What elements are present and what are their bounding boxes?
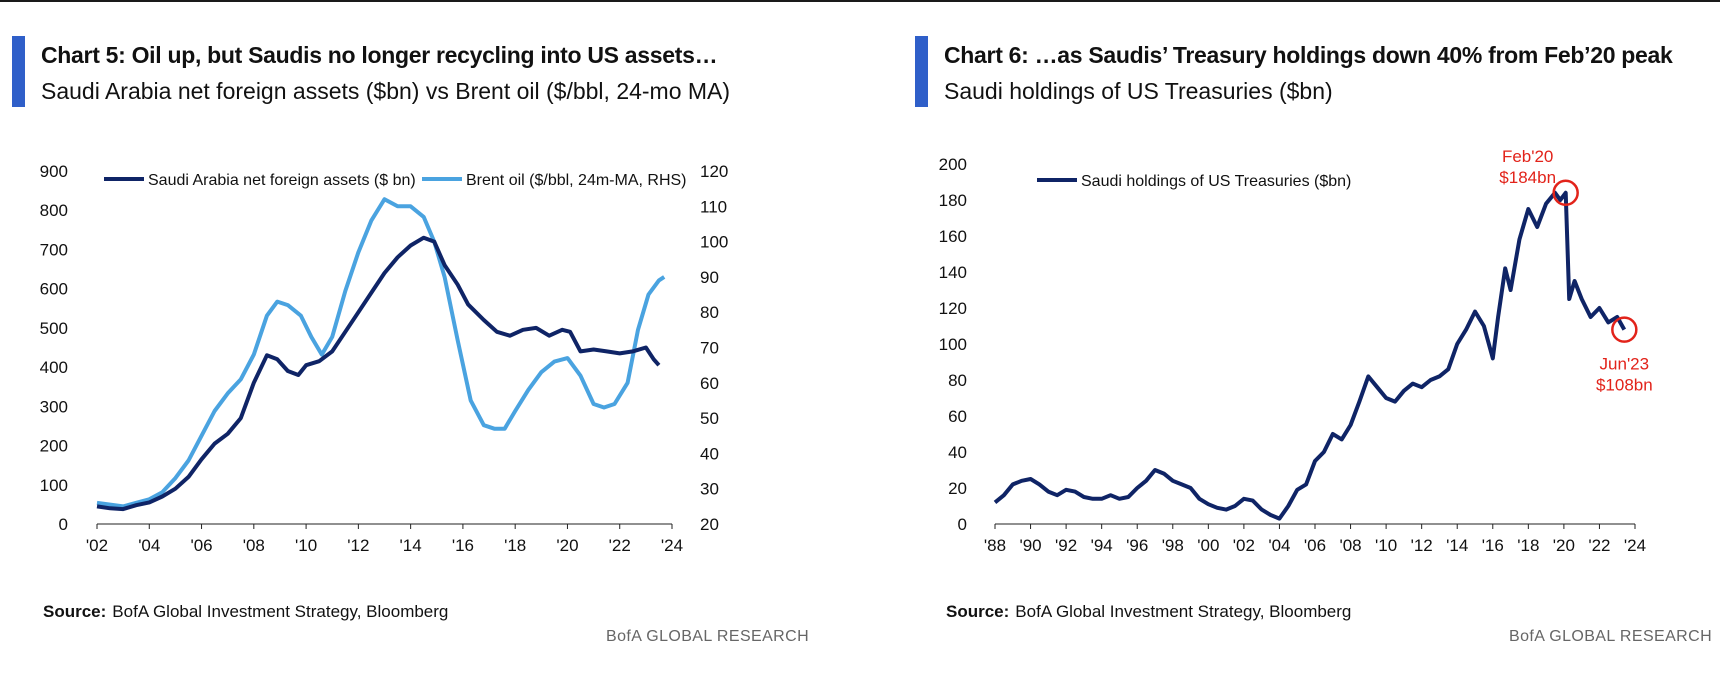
x-tick-label: '08	[1339, 536, 1361, 555]
x-tick-label: '04	[138, 536, 160, 555]
y-left-tick-label: 600	[40, 280, 68, 299]
source-note: Source: BofA Global Investment Strategy, …	[946, 602, 1351, 622]
peak-annotation-date: Feb'20	[1502, 147, 1553, 166]
y-tick-label: 40	[948, 443, 967, 462]
x-tick-label: '02	[86, 536, 108, 555]
chart-6-panel: Chart 6: …as Saudis’ Treasury holdings d…	[915, 36, 1720, 676]
y-left-tick-label: 100	[40, 476, 68, 495]
chart-5-plot: 0 100 200 300 400 500 600 700 800 900 20 30 40 50 60 70…	[40, 162, 729, 555]
y-right-tick-label: 30	[700, 480, 719, 499]
y-right-tick-label: 120	[700, 162, 728, 181]
y-left-tick-label: 200	[40, 437, 68, 456]
x-tick-label: '88	[984, 536, 1006, 555]
y-right-tick-label: 60	[700, 374, 719, 393]
source-text: BofA Global Investment Strategy, Bloombe…	[112, 602, 449, 621]
publisher-footer: BofA GLOBAL RESEARCH	[1509, 628, 1713, 645]
x-tick-label: '00	[1197, 536, 1219, 555]
y-tick-label: 20	[948, 479, 967, 498]
publisher-footer: BofA GLOBAL RESEARCH	[606, 628, 810, 645]
x-tick-label: '16	[452, 536, 474, 555]
peak-annotation-value: $184bn	[1499, 168, 1556, 187]
y-left-tick-label: 400	[40, 358, 68, 377]
x-tick-label: '20	[1553, 536, 1575, 555]
latest-annotation-value: $108bn	[1596, 376, 1653, 395]
x-tick-label: '14	[1446, 536, 1468, 555]
x-tick-label: '92	[1055, 536, 1077, 555]
x-tick-label: '10	[1375, 536, 1397, 555]
x-tick-label: '06	[1304, 536, 1326, 555]
x-tick-label: '18	[504, 536, 526, 555]
top-rule	[0, 0, 1720, 2]
chart-title: Chart 6: …as Saudis’ Treasury holdings d…	[944, 42, 1673, 68]
source-label: Source:	[946, 602, 1010, 621]
y-tick-label: 160	[939, 227, 967, 246]
x-tick-label: '94	[1091, 536, 1113, 555]
x-tick-label: '24	[661, 536, 683, 555]
series-line-brent-oil	[96, 197, 666, 509]
x-tick-label: '96	[1126, 536, 1148, 555]
latest-annotation-date: Jun'23	[1600, 355, 1650, 374]
x-tick-label: '06	[190, 536, 212, 555]
x-tick-label: '18	[1517, 536, 1539, 555]
y-right-tick-label: 50	[700, 409, 719, 428]
legend-label-treasury-holdings: Saudi holdings of US Treasuries ($bn)	[1081, 173, 1351, 190]
x-tick-label: '24	[1624, 536, 1646, 555]
chart-title: Chart 5: Oil up, but Saudis no longer re…	[41, 42, 718, 68]
chart-5-panel: Chart 5: Oil up, but Saudis no longer re…	[12, 36, 832, 676]
x-tick-label: '16	[1482, 536, 1504, 555]
x-tick-label: '98	[1162, 536, 1184, 555]
source-text: BofA Global Investment Strategy, Bloombe…	[1015, 602, 1352, 621]
x-tick-label: '12	[347, 536, 369, 555]
y-left-tick-label: 300	[40, 397, 68, 416]
x-tick-label: '90	[1019, 536, 1041, 555]
y-right-tick-label: 100	[700, 233, 728, 252]
y-tick-label: 80	[948, 371, 967, 390]
y-tick-label: 140	[939, 263, 967, 282]
y-right-tick-label: 20	[700, 515, 719, 534]
y-left-tick-label: 900	[40, 162, 68, 181]
x-tick-label: '10	[295, 536, 317, 555]
source-note: Source: BofA Global Investment Strategy, …	[43, 602, 448, 622]
title-accent-bar	[12, 36, 25, 107]
y-right-tick-label: 40	[700, 444, 719, 463]
x-tick-label: '02	[1233, 536, 1255, 555]
y-tick-label: 120	[939, 299, 967, 318]
y-tick-label: 60	[948, 407, 967, 426]
chart-subtitle: Saudi Arabia net foreign assets ($bn) vs…	[41, 78, 731, 104]
y-tick-label: 100	[939, 335, 967, 354]
latest-highlight-circle	[1611, 316, 1638, 343]
chart-6-plot: 0 20 40 60 80 100 120 140 160 180 200 '88 '90 '92 '94 '…	[939, 147, 1653, 555]
y-tick-label: 0	[958, 515, 967, 534]
y-left-tick-label: 500	[40, 319, 68, 338]
source-label: Source:	[43, 602, 107, 621]
x-tick-label: '04	[1268, 536, 1290, 555]
chart-subtitle: Saudi holdings of US Treasuries ($bn)	[944, 78, 1333, 104]
x-tick-label: '08	[243, 536, 265, 555]
series-line-net-foreign-assets	[96, 235, 661, 512]
y-left-tick-label: 700	[40, 240, 68, 259]
series-line-treasury-holdings	[993, 190, 1627, 521]
legend-label-net-foreign-assets: Saudi Arabia net foreign assets ($ bn)	[148, 172, 416, 189]
y-left-tick-label: 0	[59, 515, 68, 534]
peak-highlight-circle	[1552, 179, 1579, 207]
legend-label-brent-oil: Brent oil ($/bbl, 24m-MA, RHS)	[466, 172, 687, 189]
y-right-tick-label: 80	[700, 303, 719, 322]
y-left-tick-label: 800	[40, 201, 68, 220]
title-accent-bar	[915, 36, 928, 107]
y-right-tick-label: 110	[700, 197, 727, 216]
x-tick-label: '20	[556, 536, 578, 555]
y-tick-label: 180	[939, 191, 967, 210]
y-tick-label: 200	[939, 155, 967, 174]
x-tick-label: '22	[1588, 536, 1610, 555]
x-tick-label: '12	[1411, 536, 1433, 555]
x-tick-label: '14	[400, 536, 422, 555]
x-tick-label: '22	[609, 536, 631, 555]
y-right-tick-label: 70	[700, 339, 719, 358]
y-right-tick-label: 90	[700, 268, 719, 287]
